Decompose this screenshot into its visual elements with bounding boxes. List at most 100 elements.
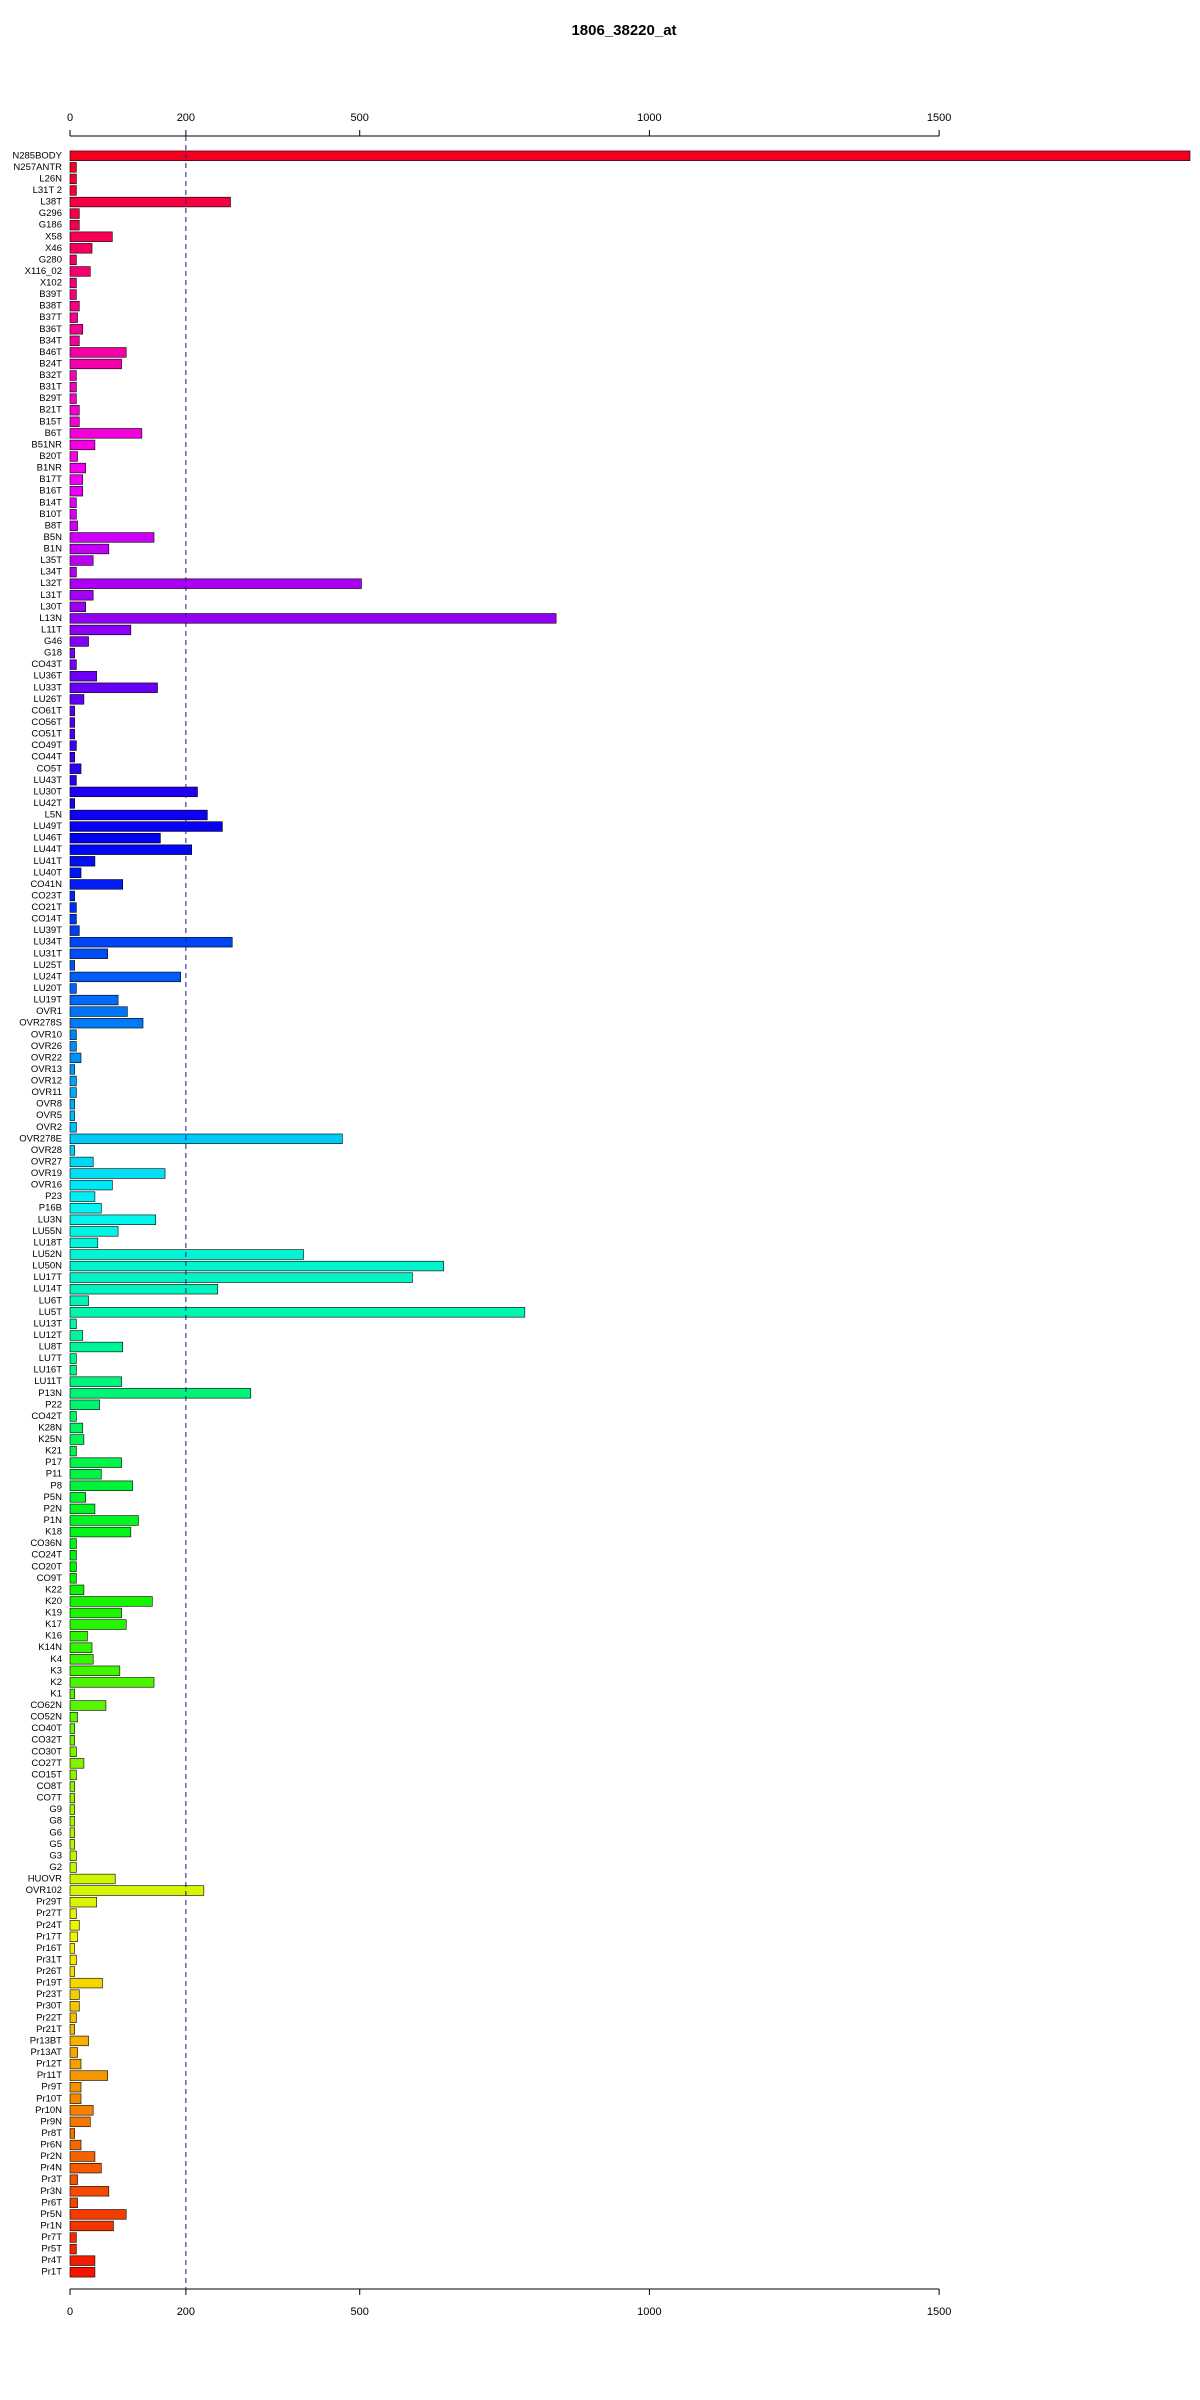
bar xyxy=(69,856,96,867)
x-tick-label: 1000 xyxy=(637,112,661,124)
bar xyxy=(69,2197,78,2208)
bar xyxy=(69,1191,96,1202)
y-tick-label: B38T xyxy=(39,301,62,312)
y-tick-label: OVR278S xyxy=(19,1018,62,1029)
y-tick-label: B39T xyxy=(39,289,62,300)
x-tick-label: 1500 xyxy=(927,112,951,124)
bar xyxy=(69,879,124,890)
y-tick-label: K17 xyxy=(45,1619,62,1630)
y-tick-label: B34T xyxy=(39,335,62,346)
bar xyxy=(69,347,127,358)
bar xyxy=(69,2255,96,2266)
bar xyxy=(69,578,362,589)
bar xyxy=(69,1168,166,1179)
bar xyxy=(69,335,80,346)
y-tick-label: L35T xyxy=(40,555,62,566)
chart-title: 1806_38220_at xyxy=(571,22,676,39)
y-tick-label: Pr2N xyxy=(40,2151,62,2162)
bar xyxy=(69,1260,445,1272)
bar xyxy=(69,208,80,219)
y-tick-label: LU26T xyxy=(33,694,62,705)
y-tick-label: OVR10 xyxy=(31,1029,62,1040)
y-tick-label: K18 xyxy=(45,1527,62,1538)
y-tick-label: G8 xyxy=(49,1816,62,1827)
bar xyxy=(69,173,77,185)
y-tick-label: CO44T xyxy=(31,752,62,763)
y-tick-label: LU40T xyxy=(33,867,62,878)
bar xyxy=(69,2012,77,2023)
bar xyxy=(69,775,77,786)
bar xyxy=(69,277,77,289)
bar xyxy=(69,1364,77,1376)
bar xyxy=(69,555,94,566)
bar xyxy=(69,1445,77,1457)
y-tick-label: L11T xyxy=(41,624,62,635)
bar xyxy=(69,1654,94,1665)
bar xyxy=(69,254,77,266)
y-tick-label: Pr31T xyxy=(36,1954,62,1965)
bar xyxy=(69,902,77,913)
bar xyxy=(69,150,1191,161)
y-tick-label: LU46T xyxy=(33,833,62,844)
y-tick-label: K4 xyxy=(50,1654,62,1665)
bar xyxy=(69,647,75,659)
bar xyxy=(69,694,85,705)
bar xyxy=(69,1434,85,1445)
bar xyxy=(69,1873,116,1885)
bar xyxy=(69,1330,84,1341)
bar xyxy=(69,1341,124,1353)
y-tick-label: L34T xyxy=(40,567,62,578)
bar xyxy=(69,1642,93,1653)
bar xyxy=(69,566,77,578)
y-tick-label: L5N xyxy=(45,810,63,821)
y-tick-label: CO36N xyxy=(30,1538,62,1549)
bar xyxy=(69,1353,77,1364)
y-tick-label: K22 xyxy=(45,1584,62,1595)
bar xyxy=(69,1029,77,1040)
bar xyxy=(69,2139,82,2151)
y-tick-label: CO23T xyxy=(31,890,62,901)
bar xyxy=(69,509,77,520)
bar xyxy=(69,2267,96,2278)
bar xyxy=(69,300,80,312)
y-tick-label: Pr22T xyxy=(36,2012,62,2023)
y-tick-label: Pr26T xyxy=(36,1966,62,1977)
bar xyxy=(69,1145,75,1156)
y-tick-label: B46T xyxy=(39,347,62,358)
y-tick-label: L30T xyxy=(40,601,62,612)
y-tick-label: CO15T xyxy=(31,1769,62,1780)
y-tick-label: Pr24T xyxy=(36,1920,62,1931)
y-tick-label: B16T xyxy=(39,486,62,497)
y-tick-label: N257ANTR xyxy=(13,162,62,173)
y-tick-label: OVR19 xyxy=(31,1168,62,1179)
bar xyxy=(69,2082,82,2093)
y-tick-label: CO24T xyxy=(31,1550,62,1561)
y-tick-label: P8 xyxy=(50,1480,62,1491)
y-tick-label: Pr9T xyxy=(41,2082,62,2093)
bar xyxy=(69,1850,77,1862)
y-tick-label: B20T xyxy=(39,451,62,462)
y-tick-label: X58 xyxy=(45,231,62,242)
bar xyxy=(69,2186,110,2197)
y-tick-label: P11 xyxy=(46,1469,62,1480)
y-tick-label: CO5T xyxy=(37,763,63,774)
bar xyxy=(69,937,233,948)
bar xyxy=(69,451,78,462)
y-tick-label: B8T xyxy=(45,520,63,531)
bar xyxy=(69,2001,80,2012)
bar xyxy=(69,1318,77,1330)
y-tick-label: B17T xyxy=(39,474,62,485)
y-tick-label: L32T xyxy=(40,578,62,589)
y-tick-label: Pr8T xyxy=(41,2128,62,2139)
bar xyxy=(69,1804,75,1815)
y-tick-label: LU30T xyxy=(33,786,62,797)
y-tick-label: CO62N xyxy=(30,1700,62,1711)
y-tick-label: LU5T xyxy=(39,1307,62,1318)
bar xyxy=(69,393,77,404)
bar xyxy=(69,1896,97,1908)
y-tick-label: OVR1 xyxy=(36,1006,62,1017)
bar xyxy=(69,1064,75,1075)
bar xyxy=(69,1561,77,1572)
bar xyxy=(69,486,84,497)
